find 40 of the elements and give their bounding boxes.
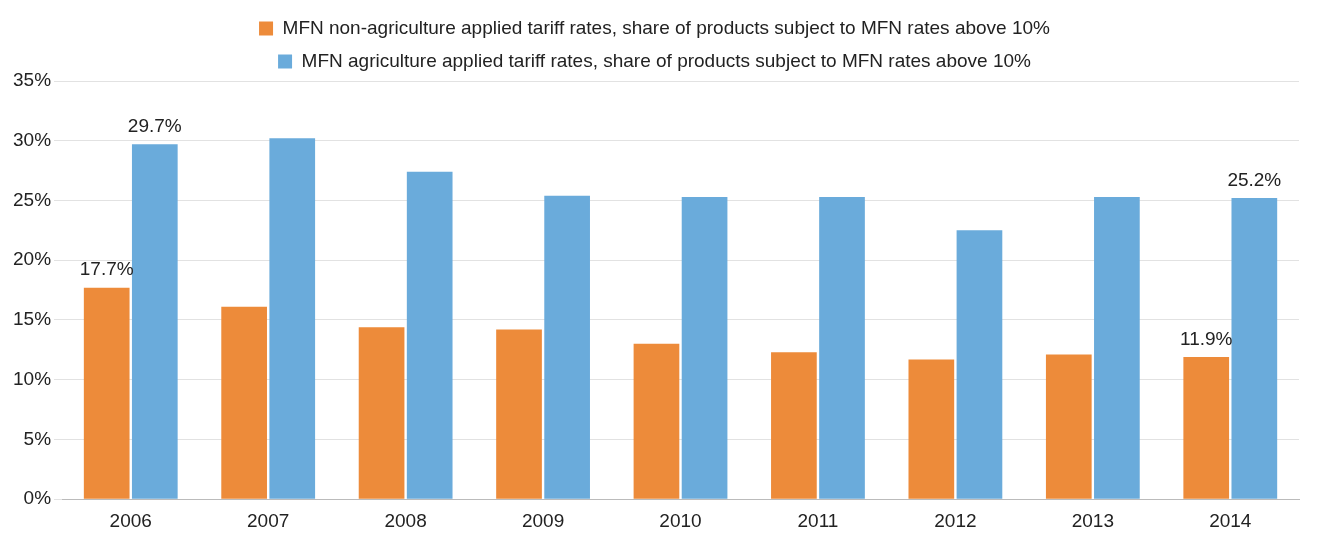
y-tick-label: 5% (23, 427, 52, 449)
bar (131, 144, 178, 499)
bar (819, 196, 865, 499)
bar (83, 287, 130, 499)
y-tick-label: 10% (13, 367, 52, 389)
bar (1231, 198, 1278, 499)
x-tick-label: 2011 (797, 509, 839, 531)
y-tick-label: 30% (13, 128, 52, 150)
bar (633, 343, 680, 499)
x-tick-label: 2013 (1071, 509, 1114, 531)
bar (1045, 354, 1092, 499)
x-tick-label: 2007 (247, 509, 290, 531)
bar (358, 327, 405, 499)
legend-label: MFN non-agriculture applied tariff rates, share of products subject to MFN rates above 10% (282, 16, 1051, 38)
bar (771, 352, 817, 499)
bar (1183, 357, 1230, 499)
x-tick-label: 2014 (1209, 509, 1252, 531)
y-tick-label: 20% (13, 248, 52, 270)
bar (221, 306, 267, 499)
bar (908, 359, 955, 499)
bar (406, 171, 453, 499)
x-tick-label: 2012 (934, 509, 977, 531)
x-tick-label: 2009 (521, 509, 565, 531)
legend-label: MFN agriculture applied tariff rates, share of products subject to MFN rates above 10% (301, 49, 1032, 71)
bar (496, 329, 542, 499)
y-tick-label: 0% (23, 487, 52, 509)
data-label: 29.7% (127, 115, 182, 137)
data-label: 25.2% (1227, 168, 1282, 190)
x-tick-label: 2008 (384, 509, 427, 531)
bar (1094, 196, 1140, 499)
bar (956, 230, 1003, 499)
y-tick-label: 35% (13, 69, 52, 91)
bar (681, 196, 728, 499)
x-tick-label: 2010 (659, 509, 702, 531)
data-label: 11.9% (1179, 327, 1233, 349)
x-tick-label: 2006 (109, 509, 152, 531)
y-tick-label: 25% (13, 188, 52, 210)
bar (544, 195, 590, 499)
bar (269, 138, 316, 499)
y-tick-label: 15% (13, 308, 52, 330)
